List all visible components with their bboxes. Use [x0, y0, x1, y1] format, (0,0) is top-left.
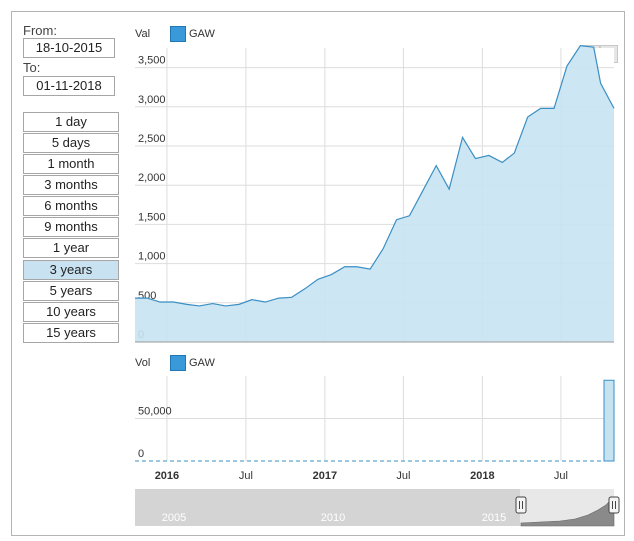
range-1-year-button[interactable]: 1 year — [23, 238, 119, 258]
y-tick-label: 0 — [138, 448, 144, 460]
x-tick-label: 2016 — [155, 470, 179, 482]
navigator-left-handle[interactable] — [515, 496, 527, 514]
range-3-months-button[interactable]: 3 months — [23, 175, 119, 195]
x-tick-label: Jul — [554, 470, 568, 482]
navigator-year-label: 2010 — [321, 512, 345, 524]
legend-label-vol[interactable]: GAW — [189, 357, 215, 369]
x-tick-label: Jul — [396, 470, 410, 482]
range-1-month-button[interactable]: 1 month — [23, 154, 119, 174]
y-tick-label: 1,500 — [138, 211, 166, 223]
navigator-panel: 2005 2010 2015 — [135, 489, 620, 527]
range-5-years-button[interactable]: 5 years — [23, 281, 119, 301]
range-3-years-button[interactable]: 3 years — [23, 260, 119, 280]
to-date-input[interactable]: 01-11-2018 — [23, 76, 115, 96]
navigator-right-handle[interactable] — [608, 496, 620, 514]
range-6-months-button[interactable]: 6 months — [23, 196, 119, 216]
range-15-years-button[interactable]: 15 years — [23, 323, 119, 343]
range-10-years-button[interactable]: 10 years — [23, 302, 119, 322]
legend-swatch-vol[interactable] — [170, 355, 186, 371]
volume-bar — [603, 379, 615, 462]
range-5-days-button[interactable]: 5 days — [23, 133, 119, 153]
navigator-unselected-mask — [135, 489, 520, 526]
navigator-year-label: 2005 — [162, 512, 186, 524]
x-tick-label: Jul — [239, 470, 253, 482]
from-date-input[interactable]: 18-10-2015 — [23, 38, 115, 58]
to-label: To: — [23, 60, 41, 75]
y-tick-label: 2,000 — [138, 172, 166, 184]
x-tick-label: 2018 — [470, 470, 494, 482]
y-tick-label: 1,000 — [138, 251, 166, 263]
legend-swatch-val[interactable] — [170, 26, 186, 42]
legend-label-val[interactable]: GAW — [189, 28, 215, 40]
y-tick-label: 2,500 — [138, 133, 166, 145]
vol-panel-label: Vol — [135, 357, 151, 369]
area-fill — [135, 45, 614, 342]
series-line — [135, 45, 615, 307]
x-tick-label: 2017 — [313, 470, 337, 482]
volume-panel: 0 50,000 2016 Jul 2017 Jul 2018 Jul — [135, 376, 615, 482]
y-tick-label: 50,000 — [138, 406, 172, 418]
val-panel-label: Val — [135, 28, 151, 40]
range-1-day-button[interactable]: 1 day — [23, 112, 119, 132]
from-label: From: — [23, 23, 57, 38]
y-tick-label: 3,500 — [138, 55, 166, 67]
y-tick-label: 3,000 — [138, 94, 166, 106]
navigator-year-label: 2015 — [482, 512, 506, 524]
range-9-months-button[interactable]: 9 months — [23, 217, 119, 237]
